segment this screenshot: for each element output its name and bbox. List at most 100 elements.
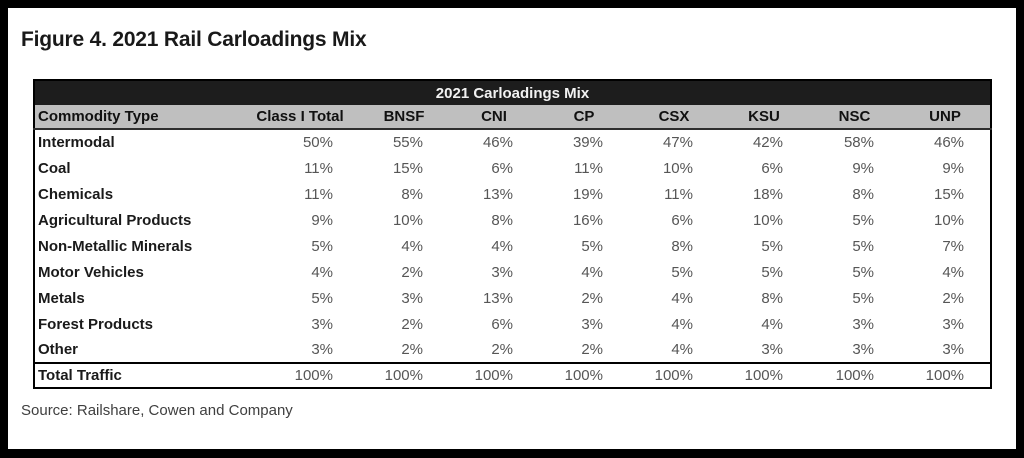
value-cell: 100% <box>449 362 539 388</box>
commodity-cell: Coal <box>34 155 241 181</box>
source-note: Source: Railshare, Cowen and Company <box>21 402 293 419</box>
value-cell: 50% <box>241 129 359 155</box>
value-cell: 5% <box>629 259 719 285</box>
value-cell: 4% <box>629 285 719 311</box>
table-caption-row: 2021 Carloadings Mix <box>34 80 992 105</box>
value-cell: 4% <box>359 233 449 259</box>
value-cell: 9% <box>809 155 900 181</box>
value-cell: 3% <box>809 337 900 363</box>
value-cell: 10% <box>359 207 449 233</box>
value-cell: 2% <box>359 337 449 363</box>
figure-title: Figure 4. 2021 Rail Carloadings Mix <box>21 28 367 51</box>
value-cell: 4% <box>629 337 719 363</box>
value-cell: 6% <box>629 207 719 233</box>
value-cell: 5% <box>719 259 809 285</box>
value-cell: 5% <box>809 207 900 233</box>
value-cell: 13% <box>449 285 539 311</box>
value-cell: 5% <box>241 233 359 259</box>
value-cell: 55% <box>359 129 449 155</box>
value-cell: 13% <box>449 181 539 207</box>
table-row: Forest Products 3% 2% 6% 3% 4% 4% 3% 3% <box>34 311 992 337</box>
table-row: Other 3% 2% 2% 2% 4% 3% 3% 3% <box>34 337 992 363</box>
value-cell: 100% <box>241 362 359 388</box>
value-cell: 3% <box>539 311 629 337</box>
value-cell: 5% <box>809 285 900 311</box>
column-header: Class I Total <box>241 105 359 130</box>
table-row: Metals 5% 3% 13% 2% 4% 8% 5% 2% <box>34 285 992 311</box>
carloadings-table: 2021 Carloadings Mix Commodity Type Class… <box>33 79 993 389</box>
value-cell: 19% <box>539 181 629 207</box>
value-cell: 9% <box>241 207 359 233</box>
value-cell: 2% <box>900 285 992 311</box>
page: Figure 4. 2021 Rail Carloadings Mix 2021… <box>8 8 1016 449</box>
value-cell: 8% <box>449 207 539 233</box>
value-cell: 46% <box>449 129 539 155</box>
value-cell: 4% <box>539 259 629 285</box>
value-cell: 10% <box>629 155 719 181</box>
commodity-cell: Other <box>34 337 241 363</box>
value-cell: 3% <box>449 259 539 285</box>
value-cell: 2% <box>539 337 629 363</box>
value-cell: 18% <box>719 181 809 207</box>
commodity-cell: Chemicals <box>34 181 241 207</box>
table-row: Chemicals 11% 8% 13% 19% 11% 18% 8% 15% <box>34 181 992 207</box>
value-cell: 5% <box>719 233 809 259</box>
value-cell: 46% <box>900 129 992 155</box>
table-row: Intermodal 50% 55% 46% 39% 47% 42% 58% 46% <box>34 129 992 155</box>
value-cell: 2% <box>359 259 449 285</box>
value-cell: 2% <box>449 337 539 363</box>
value-cell: 4% <box>900 259 992 285</box>
value-cell: 9% <box>900 155 992 181</box>
value-cell: 3% <box>809 311 900 337</box>
value-cell: 100% <box>719 362 809 388</box>
value-cell: 8% <box>719 285 809 311</box>
value-cell: 4% <box>719 311 809 337</box>
value-cell: 100% <box>900 362 992 388</box>
value-cell: 3% <box>359 285 449 311</box>
column-header: BNSF <box>359 105 449 130</box>
column-header: KSU <box>719 105 809 130</box>
value-cell: 47% <box>629 129 719 155</box>
value-cell: 6% <box>449 155 539 181</box>
commodity-cell: Non-Metallic Minerals <box>34 233 241 259</box>
value-cell: 5% <box>539 233 629 259</box>
table-row: Coal 11% 15% 6% 11% 10% 6% 9% 9% <box>34 155 992 181</box>
value-cell: 8% <box>629 233 719 259</box>
column-header: CSX <box>629 105 719 130</box>
value-cell: 4% <box>629 311 719 337</box>
value-cell: 3% <box>241 337 359 363</box>
value-cell: 3% <box>719 337 809 363</box>
value-cell: 3% <box>900 337 992 363</box>
value-cell: 100% <box>359 362 449 388</box>
value-cell: 5% <box>241 285 359 311</box>
table-row: Agricultural Products 9% 10% 8% 16% 6% 10% 5% 10… <box>34 207 992 233</box>
value-cell: 11% <box>241 155 359 181</box>
value-cell: 11% <box>539 155 629 181</box>
table-row: Motor Vehicles 4% 2% 3% 4% 5% 5% 5% 4% <box>34 259 992 285</box>
value-cell: 8% <box>809 181 900 207</box>
value-cell: 3% <box>900 311 992 337</box>
column-header: UNP <box>900 105 992 130</box>
commodity-cell: Motor Vehicles <box>34 259 241 285</box>
commodity-cell: Forest Products <box>34 311 241 337</box>
value-cell: 15% <box>900 181 992 207</box>
table-caption: 2021 Carloadings Mix <box>34 80 992 105</box>
value-cell: 5% <box>809 259 900 285</box>
value-cell: 58% <box>809 129 900 155</box>
value-cell: 6% <box>719 155 809 181</box>
value-cell: 42% <box>719 129 809 155</box>
value-cell: 10% <box>719 207 809 233</box>
value-cell: 6% <box>449 311 539 337</box>
value-cell: 16% <box>539 207 629 233</box>
commodity-cell: Agricultural Products <box>34 207 241 233</box>
column-header: CNI <box>449 105 539 130</box>
commodity-cell: Metals <box>34 285 241 311</box>
value-cell: 4% <box>241 259 359 285</box>
value-cell: 100% <box>539 362 629 388</box>
value-cell: 10% <box>900 207 992 233</box>
value-cell: 11% <box>629 181 719 207</box>
total-row: Total Traffic 100% 100% 100% 100% 100% 100% 100… <box>34 362 992 388</box>
value-cell: 4% <box>449 233 539 259</box>
commodity-cell: Intermodal <box>34 129 241 155</box>
value-cell: 39% <box>539 129 629 155</box>
